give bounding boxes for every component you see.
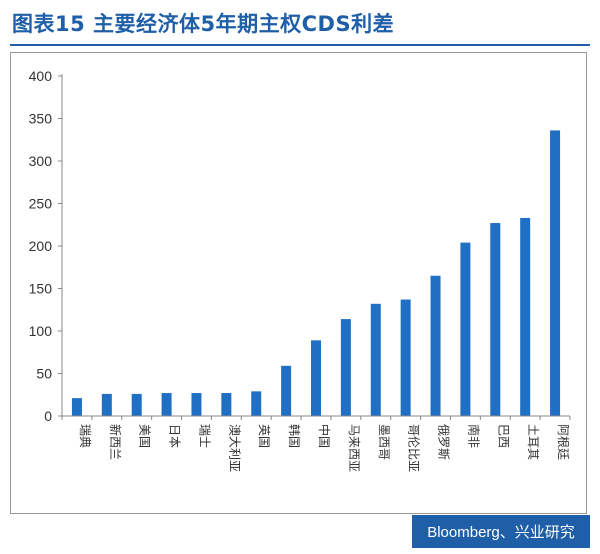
y-tick-label: 350 [29, 111, 53, 127]
bar [430, 275, 441, 416]
y-axis: 0 50 100 150 200 250 300 350 400 [29, 68, 63, 424]
x-tick-label: 中国 [317, 424, 332, 448]
bar [131, 393, 142, 416]
bar [340, 319, 351, 416]
x-axis: 瑞典 新西兰 美国 日本 瑞士 澳大利亚 英国 韩国 中国 马来西亚 墨西哥 哥伦比亚 俄罗斯 南非 巴西土… [61, 415, 571, 472]
y-tick-label: 100 [29, 323, 53, 339]
bar [520, 217, 531, 416]
y-tick-label: 400 [29, 68, 53, 84]
x-tick-label: 新西兰 [108, 424, 123, 460]
x-tick-label: 瑞典 [78, 424, 92, 448]
bar [221, 393, 232, 416]
x-tick-label: 阿根廷 [556, 424, 570, 460]
bar [71, 398, 82, 416]
chart-frame [10, 52, 587, 514]
y-tick-label: 150 [29, 281, 53, 297]
x-tick-label: 美国 [138, 424, 152, 448]
x-tick-label: 马来西亚 [347, 424, 361, 472]
y-tick-label: 250 [29, 196, 53, 212]
y-tick-label: 300 [29, 153, 53, 169]
x-tick-label: 韩国 [287, 424, 302, 448]
bar [161, 393, 172, 416]
source-label: Bloomberg、兴业研究 [412, 515, 590, 548]
x-tick-label: 日本 [168, 424, 182, 448]
bar [251, 391, 262, 416]
x-tick-label: 巴西 [496, 424, 510, 448]
y-tick-label: 200 [29, 238, 53, 254]
title-divider [10, 44, 590, 46]
bar [101, 393, 112, 416]
x-tick-label: 土耳其 [526, 424, 540, 460]
bars [71, 130, 561, 416]
x-tick-label: 哥伦比亚 [407, 424, 422, 472]
x-tick-label: 墨西哥 [377, 424, 391, 460]
x-tick-label: 澳大利亚 [227, 424, 241, 472]
x-tick-label: 俄罗斯 [437, 424, 451, 460]
bar [490, 223, 501, 416]
bar [370, 303, 381, 416]
y-tick-label: 0 [44, 408, 52, 424]
x-tick-label: 英国 [257, 424, 271, 448]
bar [550, 130, 561, 416]
bar [311, 340, 321, 416]
x-tick-label: 南非 [466, 424, 481, 448]
y-tick-label: 50 [36, 366, 52, 382]
bar [191, 393, 202, 416]
chart-title: 图表15 主要经济体5年期主权CDS利差 [12, 12, 395, 36]
x-tick-label: 瑞士 [197, 424, 211, 448]
bar [281, 365, 292, 416]
bar [400, 299, 411, 416]
bar [460, 242, 471, 416]
